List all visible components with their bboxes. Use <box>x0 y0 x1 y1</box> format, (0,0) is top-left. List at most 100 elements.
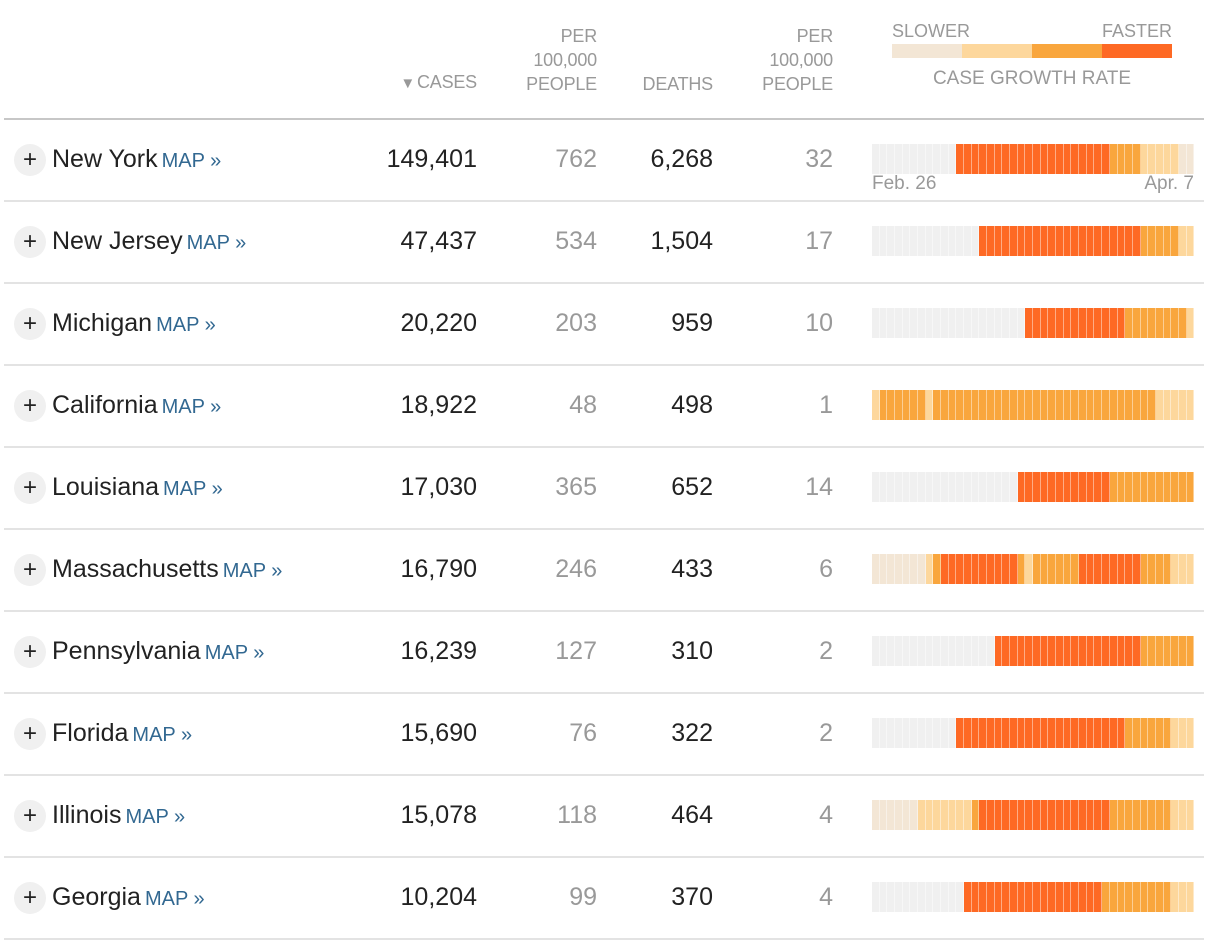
day-segment <box>1186 390 1195 420</box>
day-segment <box>941 800 949 830</box>
day-segment <box>910 308 919 338</box>
map-link[interactable]: MAP » <box>132 724 193 746</box>
day-segment <box>1186 472 1195 502</box>
day-segment <box>1063 308 1072 338</box>
map-link[interactable]: MAP » <box>161 150 222 172</box>
day-segment <box>925 308 934 338</box>
day-segment <box>1163 636 1172 666</box>
map-link[interactable]: MAP » <box>186 232 247 254</box>
day-segment <box>1178 472 1187 502</box>
day-segment <box>1171 554 1179 584</box>
map-link[interactable]: MAP » <box>222 560 283 582</box>
day-segment <box>1171 390 1179 420</box>
day-segment <box>1163 390 1172 420</box>
day-segment <box>1063 636 1072 666</box>
deaths-per-100k-value: 6 <box>819 555 833 583</box>
day-segment <box>1163 226 1172 256</box>
day-segment <box>1094 390 1103 420</box>
map-link[interactable]: MAP » <box>161 396 222 418</box>
day-segment <box>1002 800 1011 830</box>
map-link[interactable]: MAP » <box>204 642 265 664</box>
map-link[interactable]: MAP » <box>163 478 223 500</box>
day-segment <box>941 636 949 666</box>
day-segment <box>1010 472 1018 502</box>
day-segment <box>1155 800 1164 830</box>
day-segment <box>1109 800 1118 830</box>
cases-per-100k-value: 76 <box>569 719 597 747</box>
column-header-cases[interactable]: ▼ Cases <box>400 70 477 96</box>
day-segment <box>1048 882 1057 912</box>
day-segment <box>1025 226 1034 256</box>
expand-row-button[interactable]: + <box>14 800 46 832</box>
expand-row-button[interactable]: + <box>14 472 46 504</box>
day-segment <box>879 390 888 420</box>
table-row: + Florida MAP » 15,690 76 322 2 <box>4 694 1204 776</box>
map-link[interactable]: MAP » <box>125 806 186 828</box>
day-segment <box>1056 636 1064 666</box>
day-segment <box>1086 554 1095 584</box>
map-link[interactable]: MAP » <box>144 888 205 910</box>
day-segment <box>1102 554 1110 584</box>
day-segment <box>1040 554 1049 584</box>
day-segment <box>1002 390 1011 420</box>
day-segment <box>902 554 911 584</box>
day-segment <box>1086 226 1095 256</box>
expand-row-button[interactable]: + <box>14 636 46 668</box>
day-segment <box>1117 144 1126 174</box>
growth-rate-legend: Slower Faster Case growth rate <box>892 20 1172 91</box>
cases-per-100k-value: 762 <box>555 145 597 173</box>
day-segment <box>1010 144 1018 174</box>
day-segment <box>1033 390 1041 420</box>
expand-row-button[interactable]: + <box>14 226 46 258</box>
state-name: Pennsylvania MAP » <box>52 634 264 670</box>
state-name-text: Massachusetts <box>52 555 219 583</box>
day-segment <box>1163 800 1172 830</box>
day-segment <box>1033 800 1041 830</box>
day-segment <box>1094 472 1103 502</box>
day-segment <box>1040 144 1049 174</box>
expand-row-button[interactable]: + <box>14 144 46 176</box>
expand-row-button[interactable]: + <box>14 390 46 422</box>
day-segment <box>964 800 972 830</box>
day-segment <box>902 718 911 748</box>
expand-row-button[interactable]: + <box>14 718 46 750</box>
expand-row-button[interactable]: + <box>14 882 46 914</box>
day-segment <box>1155 308 1164 338</box>
deaths-per-100k-value: 14 <box>805 473 833 501</box>
day-segment <box>1086 390 1095 420</box>
column-header-deaths[interactable]: Deaths <box>642 74 714 94</box>
legend-swatch-0 <box>892 44 962 58</box>
cases-value: 16,790 <box>400 555 477 583</box>
day-segment <box>1132 390 1141 420</box>
day-segment <box>1186 226 1195 256</box>
table-row: + Pennsylvania MAP » 16,239 127 310 2 <box>4 612 1204 694</box>
day-segment <box>1178 390 1187 420</box>
expand-row-button[interactable]: + <box>14 308 46 340</box>
day-segment <box>987 554 995 584</box>
case-growth-sparkbar <box>872 144 1195 174</box>
column-header-cases-per-100k[interactable]: Per 100,000 People <box>526 24 597 96</box>
day-segment <box>1048 144 1057 174</box>
day-segment <box>1163 718 1172 748</box>
day-segment <box>1102 800 1110 830</box>
day-segment <box>1109 226 1118 256</box>
day-segment <box>1025 718 1034 748</box>
day-segment <box>1094 226 1103 256</box>
day-segment <box>948 800 957 830</box>
day-segment <box>1002 144 1011 174</box>
table-header: ▼ Cases Per 100,000 People Deaths Per 100… <box>4 0 1204 120</box>
day-segment <box>872 882 880 912</box>
day-segment <box>887 636 896 666</box>
map-link[interactable]: MAP » <box>156 314 216 336</box>
day-segment <box>887 882 896 912</box>
day-segment <box>1071 472 1080 502</box>
day-segment <box>1148 800 1156 830</box>
deaths-per-100k-value: 10 <box>805 309 833 337</box>
state-name: Illinois MAP » <box>52 798 185 834</box>
day-segment <box>979 144 988 174</box>
expand-row-button[interactable]: + <box>14 554 46 586</box>
cases-value: 15,078 <box>400 801 477 829</box>
column-header-deaths-per-100k[interactable]: Per 100,000 People <box>762 24 833 96</box>
day-segment <box>948 554 957 584</box>
day-segment <box>948 144 957 174</box>
